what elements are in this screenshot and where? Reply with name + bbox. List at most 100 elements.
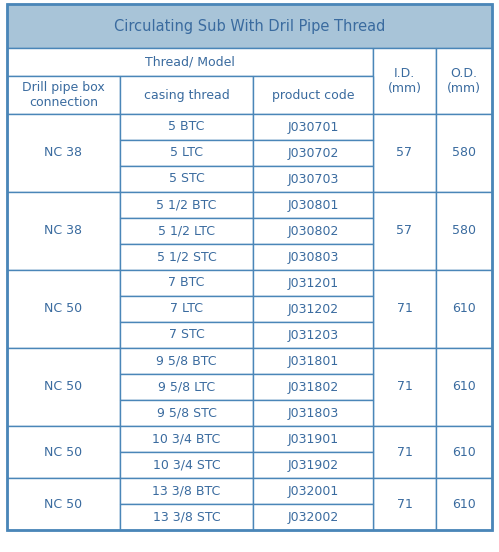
Bar	[120, 504, 253, 530]
Bar	[120, 322, 253, 348]
Text: Thread/ Model: Thread/ Model	[145, 56, 235, 68]
Bar	[253, 348, 373, 374]
Bar	[120, 348, 253, 374]
Text: J031201: J031201	[287, 277, 338, 289]
Bar	[253, 166, 373, 192]
Text: J030703: J030703	[287, 172, 339, 185]
Text: J032001: J032001	[287, 485, 339, 497]
Text: NC 38: NC 38	[44, 225, 82, 237]
Text: J030701: J030701	[287, 120, 339, 134]
Text: 5 1/2 STC: 5 1/2 STC	[157, 251, 217, 263]
Bar	[120, 114, 253, 140]
Bar	[253, 400, 373, 426]
Bar	[7, 348, 120, 426]
Text: 10 3/4 STC: 10 3/4 STC	[153, 459, 221, 471]
Text: 71: 71	[397, 380, 413, 394]
Bar	[7, 48, 373, 76]
Bar	[436, 48, 492, 114]
Bar	[7, 192, 120, 270]
Text: 9 5/8 STC: 9 5/8 STC	[157, 406, 217, 420]
Text: J031801: J031801	[287, 354, 339, 368]
Bar	[253, 192, 373, 218]
Bar	[253, 426, 373, 452]
Text: 71: 71	[397, 445, 413, 459]
Text: 610: 610	[452, 380, 476, 394]
Text: NC 50: NC 50	[44, 302, 82, 316]
Text: J030702: J030702	[287, 146, 339, 160]
Bar	[120, 270, 253, 296]
Text: NC 50: NC 50	[44, 497, 82, 511]
Text: J032002: J032002	[287, 511, 339, 523]
Text: product code: product code	[272, 88, 354, 102]
Bar	[120, 296, 253, 322]
Bar	[436, 348, 492, 426]
Bar	[373, 348, 436, 426]
Text: 10 3/4 BTC: 10 3/4 BTC	[152, 433, 221, 445]
Text: J031803: J031803	[287, 406, 339, 420]
Bar	[253, 478, 373, 504]
Text: NC 50: NC 50	[44, 445, 82, 459]
Text: 5 LTC: 5 LTC	[170, 146, 203, 160]
Text: 610: 610	[452, 497, 476, 511]
Bar	[7, 478, 120, 530]
Text: 57: 57	[397, 146, 413, 160]
Bar	[120, 192, 253, 218]
Bar	[120, 452, 253, 478]
Bar	[373, 478, 436, 530]
Text: J031802: J031802	[287, 380, 339, 394]
Bar	[253, 140, 373, 166]
Bar	[7, 114, 120, 192]
Text: 9 5/8 LTC: 9 5/8 LTC	[158, 380, 215, 394]
Bar	[120, 400, 253, 426]
Bar	[7, 76, 120, 114]
Bar	[7, 270, 120, 348]
Text: Drill pipe box
connection: Drill pipe box connection	[22, 81, 105, 109]
Text: NC 50: NC 50	[44, 380, 82, 394]
Bar	[253, 504, 373, 530]
Text: Circulating Sub With Dril Pipe Thread: Circulating Sub With Dril Pipe Thread	[114, 19, 385, 34]
Text: J031203: J031203	[287, 328, 338, 342]
Bar	[253, 76, 373, 114]
Bar	[436, 426, 492, 478]
Bar	[253, 322, 373, 348]
Text: 5 1/2 LTC: 5 1/2 LTC	[158, 225, 215, 237]
Text: 57: 57	[397, 225, 413, 237]
Text: 5 STC: 5 STC	[169, 172, 205, 185]
Bar	[373, 192, 436, 270]
Bar	[120, 166, 253, 192]
Bar	[436, 114, 492, 192]
Bar	[7, 426, 120, 478]
Text: J031901: J031901	[287, 433, 338, 445]
Text: O.D.
(mm): O.D. (mm)	[447, 67, 481, 95]
Text: J030801: J030801	[287, 199, 339, 211]
Text: 610: 610	[452, 445, 476, 459]
Bar	[253, 374, 373, 400]
Text: 5 BTC: 5 BTC	[168, 120, 205, 134]
Bar	[436, 192, 492, 270]
Text: 71: 71	[397, 302, 413, 316]
Bar	[120, 478, 253, 504]
Bar	[120, 426, 253, 452]
Bar	[373, 426, 436, 478]
Bar	[373, 48, 436, 114]
Bar	[253, 218, 373, 244]
Text: J030802: J030802	[287, 225, 339, 237]
Bar	[373, 114, 436, 192]
Text: 5 1/2 BTC: 5 1/2 BTC	[156, 199, 217, 211]
Text: NC 38: NC 38	[44, 146, 82, 160]
Text: casing thread: casing thread	[144, 88, 230, 102]
Text: 13 3/8 BTC: 13 3/8 BTC	[152, 485, 221, 497]
Bar	[253, 296, 373, 322]
Text: 580: 580	[452, 225, 476, 237]
Text: J030803: J030803	[287, 251, 339, 263]
Bar	[253, 270, 373, 296]
Text: J031202: J031202	[287, 302, 338, 316]
Text: I.D.
(mm): I.D. (mm)	[388, 67, 422, 95]
Text: 580: 580	[452, 146, 476, 160]
Bar	[120, 374, 253, 400]
Text: 610: 610	[452, 302, 476, 316]
Bar	[436, 478, 492, 530]
Bar	[253, 244, 373, 270]
Text: 7 LTC: 7 LTC	[170, 302, 203, 316]
Bar	[120, 218, 253, 244]
